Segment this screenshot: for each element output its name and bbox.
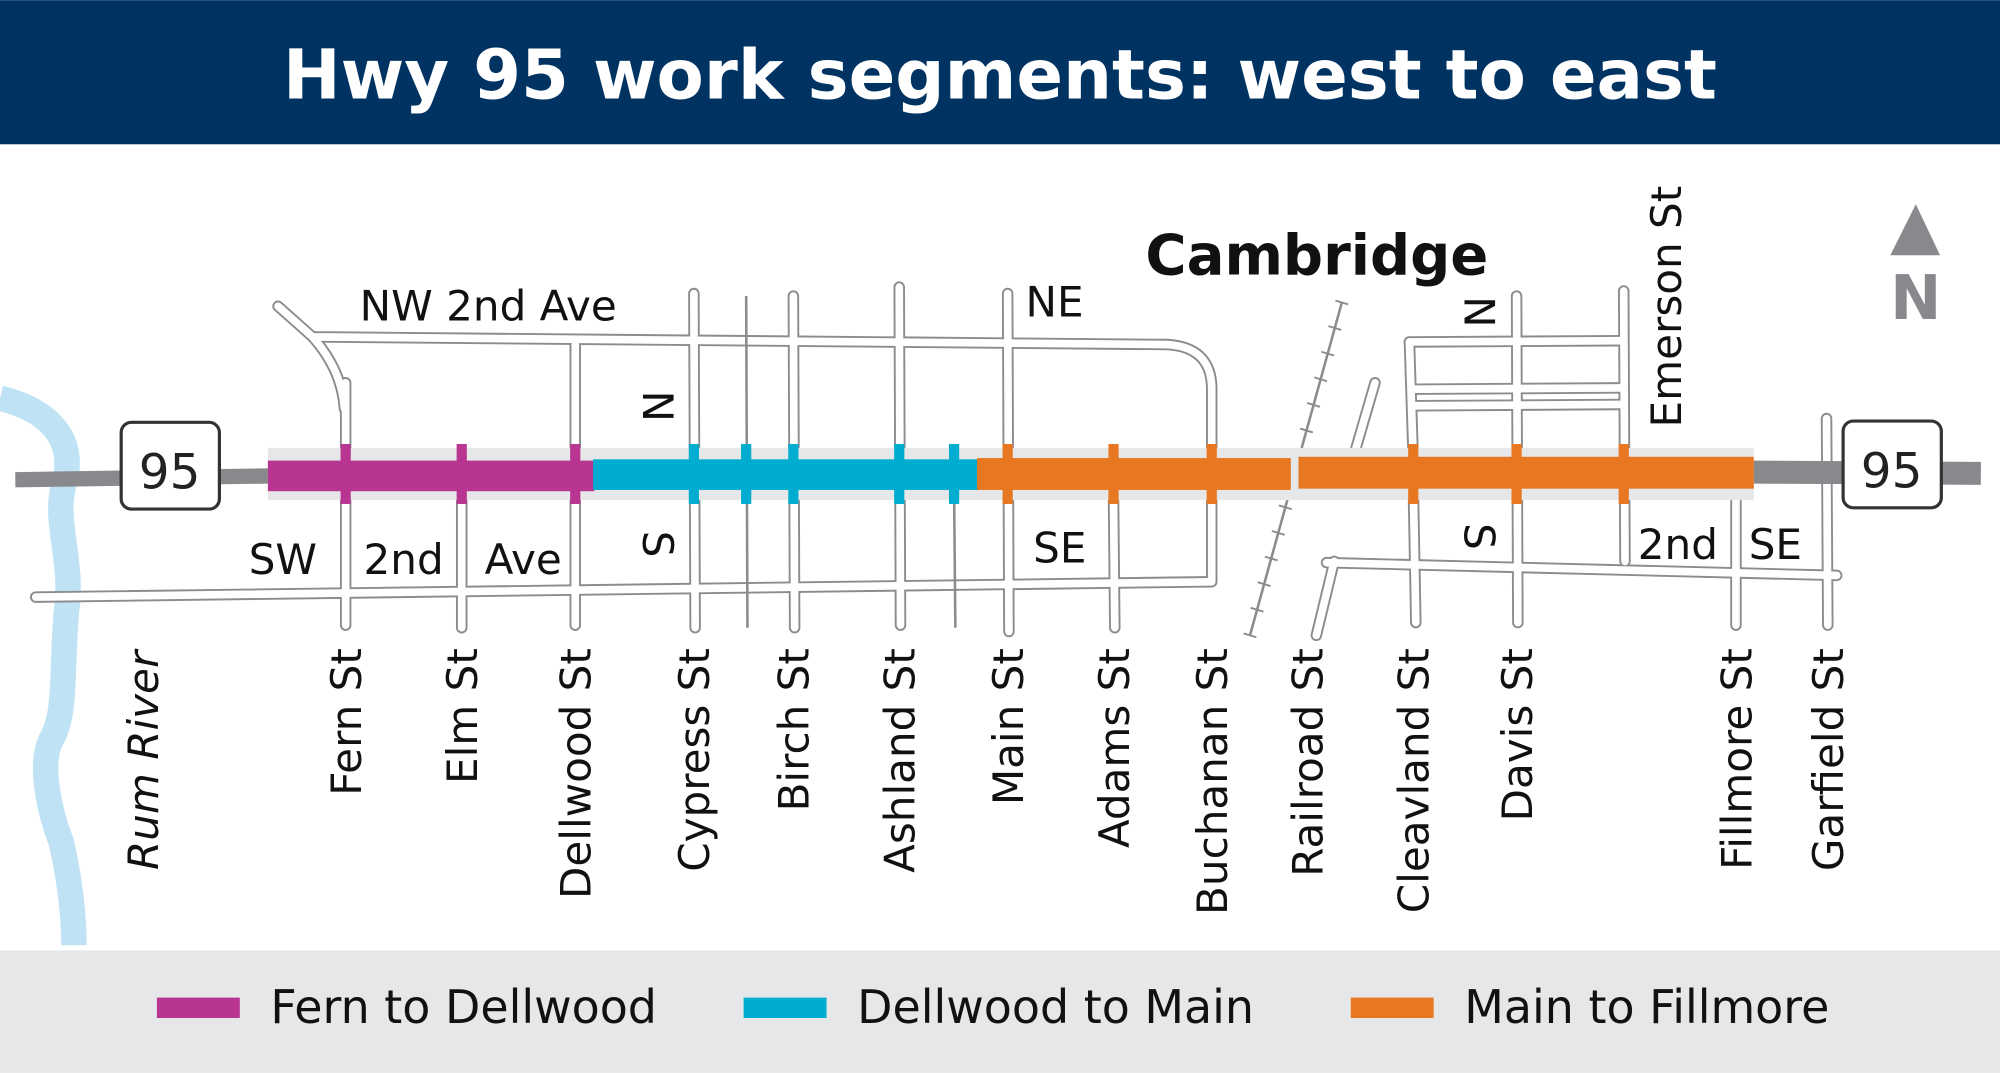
road-label-s-west: S (633, 531, 682, 558)
street-label: Birch St (770, 648, 819, 811)
road-label-sw-2nd: 2nd (364, 535, 444, 584)
segment-main-to-fillmore-b (1298, 456, 1754, 489)
street-label: Fillmore St (1712, 648, 1761, 870)
road-label-sw: SW (249, 535, 317, 584)
street-label: Ashland St (876, 648, 925, 873)
road-label-emerson-st: Emerson St (1642, 186, 1691, 428)
legend-bar (0, 950, 2000, 1073)
header-bar (0, 0, 2000, 145)
legend-item-fern-to-dellwood: Fern to Dellwood (156, 980, 657, 1034)
legend-item-dellwood-to-main: Dellwood to Main (743, 980, 1254, 1034)
segment-fern-to-dellwood (267, 460, 595, 492)
road-label-n-east: N (1454, 296, 1503, 327)
page-title: Hwy 95 work segments: west to east (283, 35, 1717, 115)
svg-text:Main to Fillmore: Main to Fillmore (1464, 980, 1829, 1034)
street-label: Adams St (1090, 648, 1139, 848)
road-label-se-east: SE (1749, 520, 1802, 569)
segment-dellwood-to-main (593, 459, 979, 490)
rum-river (0, 385, 87, 946)
north-arrow: N (1890, 204, 1941, 334)
svg-text:N: N (1890, 263, 1941, 334)
street-label: Davis St (1493, 648, 1542, 821)
street-label: Buchanan St (1188, 648, 1237, 915)
road-label-n-west: N (633, 390, 682, 421)
svg-text:95: 95 (1861, 443, 1923, 499)
street-label: Dellwood St (552, 648, 601, 899)
hwy-95-shield-east: 95 (1841, 419, 1943, 510)
road-label-ne: NE (1026, 277, 1084, 326)
north-arrow-icon (1890, 204, 1941, 256)
street-label: Cypress St (670, 648, 719, 872)
segment-main-to-fillmore-a (977, 458, 1291, 490)
svg-text:Dellwood to Main: Dellwood to Main (857, 980, 1254, 1034)
street-label: Cleavland St (1390, 648, 1439, 913)
street-label: Main St (984, 648, 1033, 805)
hwy-95-shield-west: 95 (119, 420, 221, 511)
city-label: Cambridge (1145, 223, 1488, 288)
legend-item-main-to-fillmore: Main to Fillmore (1350, 980, 1829, 1034)
svg-text:Fern to Dellwood: Fern to Dellwood (270, 980, 657, 1034)
road-label-s-east: S (1454, 523, 1503, 550)
street-label: Railroad St (1284, 648, 1333, 877)
road-label-nw-2nd-ave: NW 2nd Ave (360, 281, 617, 330)
road-label-sw-ave: Ave (485, 535, 562, 584)
road-label-se-west: SE (1033, 524, 1086, 573)
street-label: Garfield St (1804, 648, 1853, 871)
svg-text:95: 95 (139, 445, 201, 501)
street-label: Fern St (322, 648, 371, 796)
river-label: Rum River (119, 648, 168, 870)
road-label-se-2nd: 2nd (1638, 520, 1718, 569)
street-label: Elm St (438, 648, 487, 784)
